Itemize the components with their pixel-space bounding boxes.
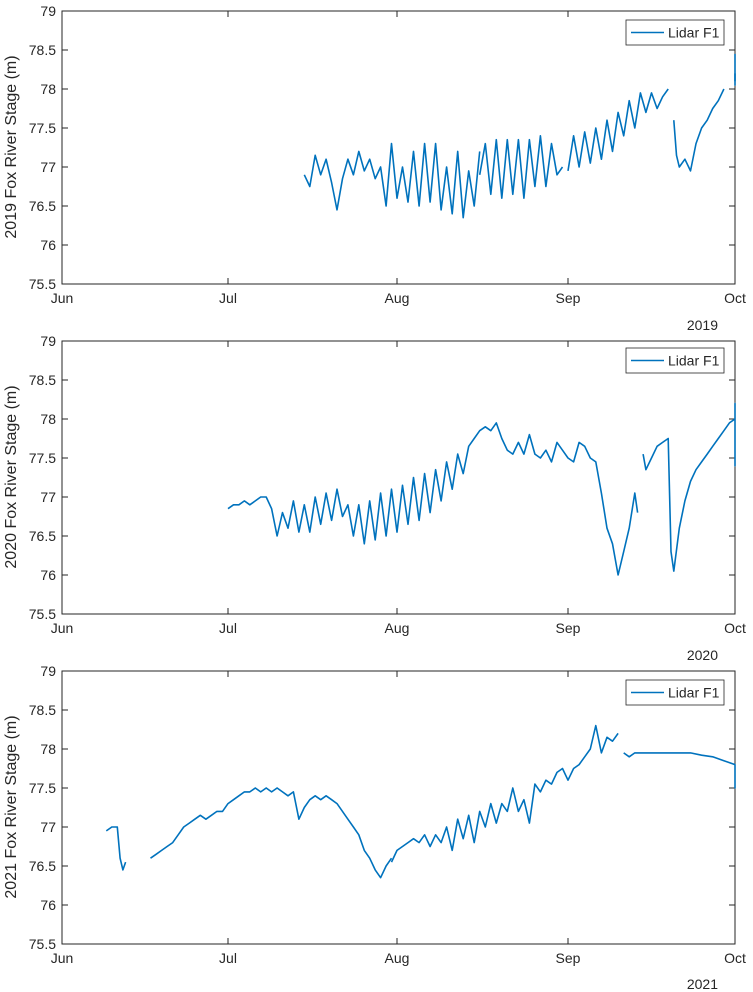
- plot-area-2019: 75.5 76 76.5 77 77.5 78 78.5 79 Jun Jul Aug Sep Oct: [29, 3, 746, 306]
- series-line-2021-segment-2: [390, 724, 619, 863]
- x-tick-label-2020-0: Jun: [51, 620, 74, 636]
- y-tick-label-2020-0: 75.5: [29, 606, 56, 622]
- legend-box-2021: [625, 679, 725, 706]
- series-line-2019-segment-0: [303, 142, 481, 219]
- x-tick-label-2020-4: Oct: [724, 620, 746, 636]
- x-tick-label-2021-4: Oct: [724, 950, 746, 966]
- series-line-2020-segment-1: [642, 402, 736, 572]
- legend-label-2019: Lidar F1: [668, 25, 720, 41]
- y-tick-label-2020-1: 76: [40, 567, 56, 583]
- y-tick-label-2019-2: 76.5: [29, 198, 56, 214]
- y-axis-label-2020: 2020 Fox River Stage (m): [3, 385, 20, 568]
- x-tick-label-2020-2: Aug: [385, 620, 410, 636]
- plot-area-2020: 75.5 76 76.5 77 77.5 78 78.5 79 Jun Jul Aug Sep Oct: [29, 333, 746, 636]
- y-tick-label-2019-7: 79: [40, 3, 56, 19]
- y-tick-label-2019-4: 77.5: [29, 120, 56, 136]
- x-tick-label-2020-1: Jul: [219, 620, 237, 636]
- y-tick-label-2021-5: 78: [40, 741, 56, 757]
- y-tick-label-2019-3: 77: [40, 159, 56, 175]
- y-tick-label-2020-4: 77.5: [29, 450, 56, 466]
- y-tick-label-2020-7: 79: [40, 333, 56, 349]
- x-tick-label-2020-3: Sep: [556, 620, 581, 636]
- y-tick-label-2020-6: 78.5: [29, 372, 56, 388]
- y-tick-label-2021-3: 77: [40, 819, 56, 835]
- legend-2019: Lidar F1: [625, 19, 725, 46]
- year-label-2021: 2021: [687, 976, 718, 992]
- x-tick-label-2019-4: Oct: [724, 290, 746, 306]
- y-tick-label-2019-5: 78: [40, 81, 56, 97]
- x-tick-label-2021-0: Jun: [51, 950, 74, 966]
- legend-2021: Lidar F1: [625, 679, 725, 706]
- x-tick-label-2021-3: Sep: [556, 950, 581, 966]
- y-tick-label-2020-5: 78: [40, 411, 56, 427]
- y-tick-label-2020-3: 77: [40, 489, 56, 505]
- legend-label-2021: Lidar F1: [668, 685, 720, 701]
- y-axis-label-2019: 2019 Fox River Stage (m): [3, 55, 20, 238]
- x-tick-label-2019-2: Aug: [385, 290, 410, 306]
- y-tick-label-2019-0: 75.5: [29, 276, 56, 292]
- x-tick-label-2021-1: Jul: [219, 950, 237, 966]
- series-line-2019-segment-1: [478, 135, 564, 199]
- series-line-2019-segment-3: [673, 88, 725, 172]
- y-tick-label-2021-1: 76: [40, 897, 56, 913]
- x-tick-label-2019-1: Jul: [219, 290, 237, 306]
- y-tick-label-2019-1: 76: [40, 237, 56, 253]
- y-tick-label-2021-7: 79: [40, 663, 56, 679]
- series-line-2021-segment-3: [623, 752, 736, 789]
- series-line-2021-segment-0: [105, 826, 127, 871]
- legend-2020: Lidar F1: [625, 347, 725, 374]
- axes-box-2020: [61, 340, 736, 615]
- y-tick-label-2021-0: 75.5: [29, 936, 56, 952]
- y-tick-label-2021-4: 77.5: [29, 780, 56, 796]
- series-line-2021-segment-1: [150, 787, 393, 879]
- y-tick-label-2020-2: 76.5: [29, 528, 56, 544]
- series-line-2019-segment-2: [567, 88, 669, 172]
- axes-box-2019: [61, 10, 736, 285]
- year-label-2019: 2019: [687, 317, 718, 333]
- x-tick-label-2019-0: Jun: [51, 290, 74, 306]
- legend-label-2020: Lidar F1: [668, 353, 720, 369]
- year-label-2020: 2020: [687, 647, 718, 663]
- axes-box-2021: [61, 670, 736, 945]
- x-tick-label-2019-3: Sep: [556, 290, 581, 306]
- series-line-2020-segment-0: [227, 422, 639, 576]
- plot-area-2021: 75.5 76 76.5 77 77.5 78 78.5 79 Jun Jul Aug Sep Oct: [29, 663, 746, 966]
- y-tick-label-2021-6: 78.5: [29, 702, 56, 718]
- y-tick-label-2019-6: 78.5: [29, 42, 56, 58]
- y-axis-label-2021: 2021 Fox River Stage (m): [3, 715, 20, 898]
- y-tick-label-2021-2: 76.5: [29, 858, 56, 874]
- x-tick-label-2021-2: Aug: [385, 950, 410, 966]
